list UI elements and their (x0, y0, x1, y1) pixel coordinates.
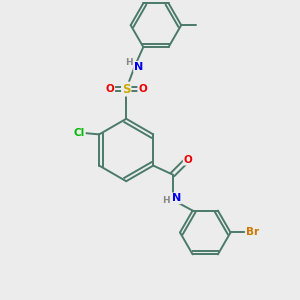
Text: H: H (162, 196, 170, 205)
Text: N: N (172, 193, 181, 203)
Text: O: O (184, 155, 192, 165)
Text: Br: Br (246, 227, 259, 238)
Text: O: O (106, 84, 114, 94)
Text: O: O (138, 84, 147, 94)
Text: Cl: Cl (74, 128, 85, 138)
Text: N: N (134, 62, 143, 72)
Text: H: H (125, 58, 132, 68)
Text: S: S (122, 82, 130, 96)
